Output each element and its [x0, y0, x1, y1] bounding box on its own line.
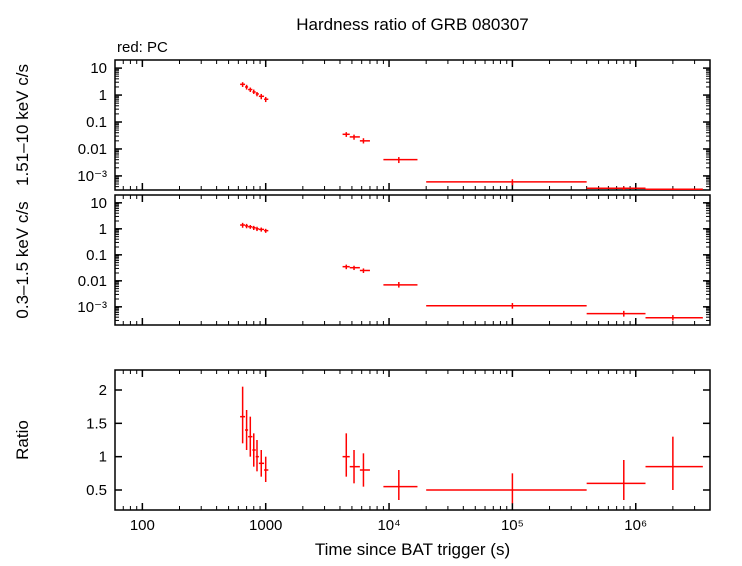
panel_top-frame: [115, 60, 710, 190]
ylabel: Ratio: [13, 420, 32, 460]
ytick-label: 10⁻³: [77, 299, 107, 316]
xlabel: Time since BAT trigger (s): [315, 540, 510, 559]
ytick-label: 1: [99, 87, 107, 104]
legend-text: red: PC: [117, 39, 168, 56]
xtick-label: 10⁴: [377, 517, 400, 534]
panel_bot-data: [240, 387, 703, 504]
xtick-label: 10⁶: [624, 517, 647, 534]
panel_bot-frame: [115, 370, 710, 510]
ytick-label: 10: [90, 195, 107, 212]
xtick-label: 1000: [249, 517, 282, 534]
ytick-label: 0.01: [78, 141, 107, 158]
panel_top-data: [240, 82, 703, 190]
ylabel: 0.3–1.5 keV c/s: [13, 201, 32, 318]
chart-svg: Hardness ratio of GRB 080307 red: PC 10⁻³ 0…: [0, 0, 742, 566]
ylabel: 1.51–10 keV c/s: [13, 64, 32, 186]
ytick-label: 1.5: [86, 415, 107, 432]
panel_mid-data: [240, 223, 703, 321]
ytick-label: 1: [99, 449, 107, 466]
xtick-label: 10⁵: [501, 517, 524, 534]
ytick-label: 0.01: [78, 273, 107, 290]
ytick-label: 10: [90, 60, 107, 77]
ytick-label: 0.1: [86, 247, 107, 264]
ytick-label: 1: [99, 221, 107, 238]
ytick-label: 2: [99, 382, 107, 399]
panel_mid-frame: [115, 195, 710, 325]
ytick-label: 10⁻³: [77, 168, 107, 185]
ytick-label: 0.5: [86, 482, 107, 499]
chart-title: Hardness ratio of GRB 080307: [296, 15, 528, 34]
ytick-label: 0.1: [86, 114, 107, 131]
xtick-label: 100: [130, 517, 155, 534]
chart-container: Hardness ratio of GRB 080307 red: PC 10⁻³ 0…: [0, 0, 742, 566]
